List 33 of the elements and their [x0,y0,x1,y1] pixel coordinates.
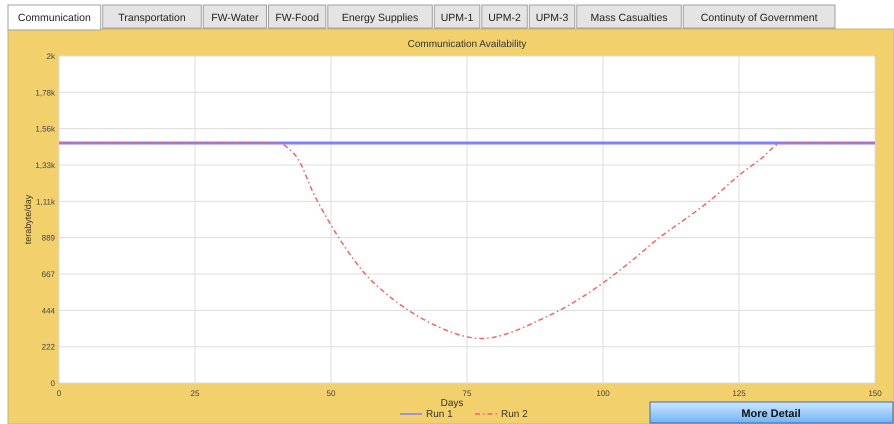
text: Transportation [118,12,186,24]
y-tick-label: 2k [46,52,56,61]
x-tick-label: 100 [596,389,610,398]
y-tick-label: 1,11k [36,197,56,206]
y-tick-label: 889 [42,234,56,243]
text: Continuty of Government [700,12,818,24]
y-tick-label: 1,78k [35,88,56,98]
text: Communication [18,12,91,24]
y-tick-label: 667 [42,270,56,279]
legend-label: Run 2 [501,409,528,420]
text: FW-Water [211,12,260,24]
y-tick-label: 0 [50,379,56,388]
x-tick-label: 75 [462,389,472,398]
text: UPM-1 [440,12,474,24]
x-tick-label: 50 [326,389,336,398]
more-detail-button: More Detail [650,402,894,424]
y-tick-label: 1,56k [35,124,56,134]
x-axis-title: Days [440,398,464,409]
y-tick-label: 222 [42,342,56,352]
text: UPM-3 [536,12,569,24]
x-tick-label: 150 [868,389,882,398]
chart-title: Communication Availability [408,39,526,50]
x-tick-label: 125 [732,389,746,398]
legend-label: Run 1 [426,409,454,420]
y-axis-title: terabyte/day [23,194,33,244]
x-tick-label: 0 [56,389,62,398]
text: FW-Food [275,12,320,24]
y-tick-label: 1,33k [35,161,56,170]
x-tick-label: 25 [190,389,200,398]
text: UPM-2 [488,12,522,24]
text: Mass Casualties [590,12,668,24]
text: Energy Supplies [342,12,418,24]
y-tick-label: 444 [42,306,56,316]
